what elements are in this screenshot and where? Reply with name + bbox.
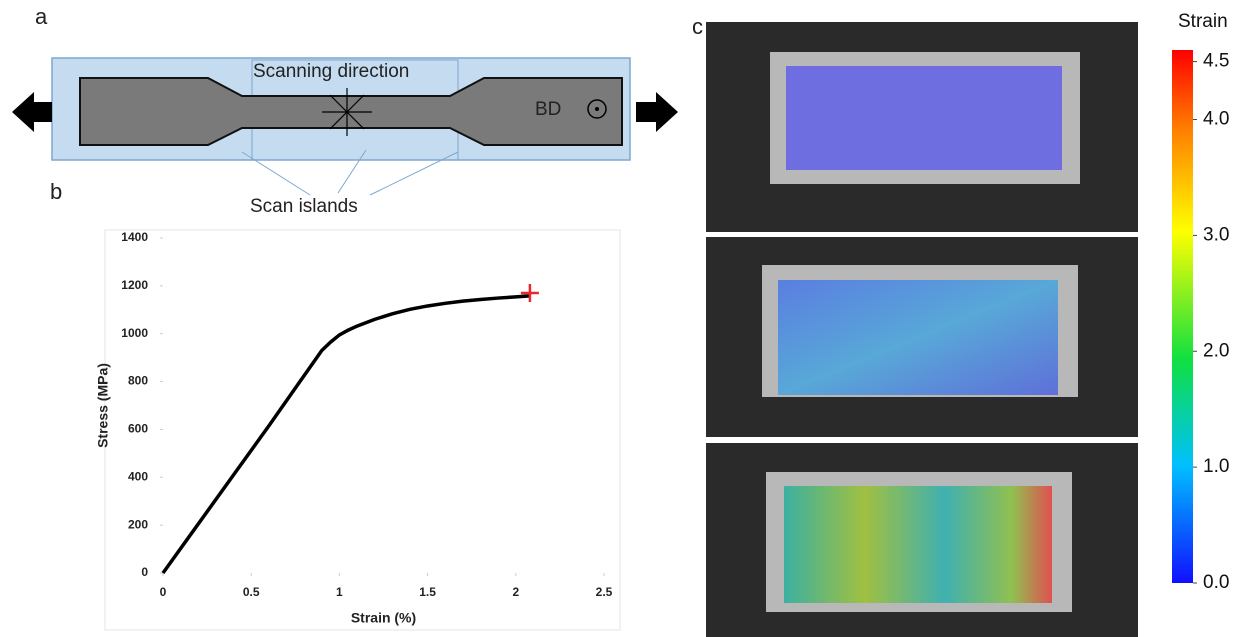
y-tick-label: 0: [141, 565, 148, 579]
x-axis-title: Strain (%): [351, 610, 416, 626]
dic-frames: [706, 22, 1138, 637]
y-tick-label: 1200: [121, 278, 148, 292]
panel-label: c: [692, 14, 703, 39]
y-tick-label: 200: [128, 517, 148, 531]
y-tick-label: 400: [128, 469, 148, 483]
colorbar-tick-label: 1.0: [1203, 456, 1229, 477]
y-axis-title: Stress (MPa): [95, 363, 111, 448]
x-tick-label: 2.5: [596, 585, 613, 599]
colorbar: [1172, 50, 1193, 583]
y-tick-label: 1400: [121, 230, 148, 244]
colorbar-tick-label: 2.0: [1203, 340, 1229, 361]
panel-label: a: [35, 4, 48, 29]
colorbar-label: Strain: [1178, 11, 1228, 32]
scan-direction-label: Scanning direction: [253, 61, 409, 82]
scan-directions: [322, 88, 372, 136]
y-tick-label: 1000: [121, 326, 148, 340]
x-tick-label: 0: [160, 585, 167, 599]
bd-symbol: [587, 99, 607, 119]
stress-strain-curve: [161, 294, 531, 575]
colorbar-tick-label: 4.0: [1203, 109, 1229, 130]
load-arrow: [12, 92, 52, 132]
bd-label: BD: [535, 99, 561, 120]
bd-symbol: [595, 107, 599, 111]
panel-label: b: [50, 179, 62, 204]
x-tick-label: 0.5: [243, 585, 260, 599]
colorbar-tick-label: 0.0: [1203, 572, 1229, 593]
y-tick-label: 600: [128, 422, 148, 436]
colorbar-tick-label: 3.0: [1203, 224, 1229, 245]
y-tick-label: 800: [128, 374, 148, 388]
x-tick-label: 1: [336, 585, 343, 599]
plot-frame: [104, 229, 621, 631]
island-pointers: [241, 149, 459, 196]
x-tick-label: 1.5: [419, 585, 436, 599]
x-tick-label: 2: [512, 585, 519, 599]
load-arrow: [636, 92, 678, 132]
colorbar-tick-label: 4.5: [1203, 51, 1229, 72]
scan-islands-label: Scan islands: [250, 196, 358, 217]
